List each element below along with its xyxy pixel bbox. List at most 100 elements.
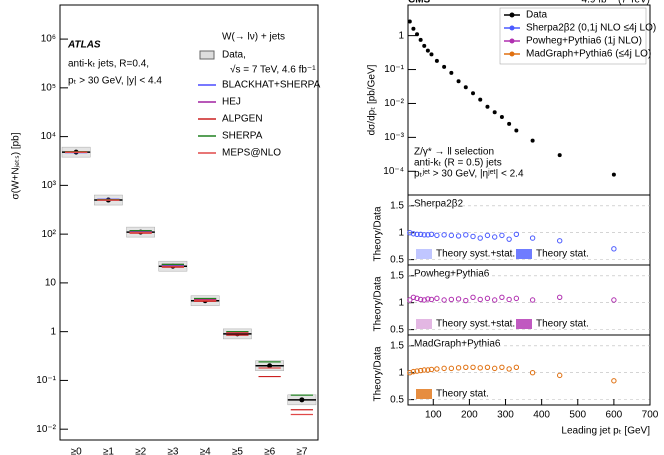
y-tick-label: 1	[398, 297, 404, 308]
y-tick-label: 1	[50, 326, 56, 337]
ratio-point	[441, 297, 447, 303]
legend-label: Powheg+Pythia6 (1j NLO)	[526, 36, 642, 47]
y-tick-label: 1	[398, 227, 404, 238]
legend-box	[499, 7, 647, 65]
data-point	[299, 397, 305, 403]
chart-title: ATLAS	[67, 40, 101, 51]
ratio-point	[513, 231, 520, 238]
ratio-point	[557, 372, 563, 379]
ratio-point	[414, 231, 420, 238]
ratio-point	[611, 297, 617, 303]
ratio-point	[529, 369, 536, 376]
ratio-point	[417, 231, 424, 238]
x-tick-label: ≥5	[232, 447, 243, 455]
legend-label: SHERPA	[222, 131, 263, 142]
ratio-y-label: Theory/Data	[373, 276, 384, 331]
ratio-point	[448, 232, 455, 239]
ratio-point	[499, 294, 505, 301]
data-point	[478, 97, 483, 102]
ratio-point	[407, 297, 413, 303]
ratio-point	[491, 365, 498, 372]
ratio-point	[477, 296, 483, 303]
ratio-point	[421, 232, 427, 238]
plot-frame	[59, 4, 319, 441]
legend-label: √s = 7 TeV, 4.6 fb⁻¹	[230, 64, 316, 76]
y-tick-label: 10⁻¹	[36, 375, 56, 386]
y-tick-label: 10⁶	[41, 34, 56, 45]
ratio-point	[529, 235, 536, 241]
x-tick-label: ≥4	[200, 447, 211, 455]
data-point	[463, 85, 468, 90]
chart-title: CMS	[408, 0, 431, 6]
legend-title: W(→ lν) + jets	[222, 32, 285, 43]
annotation: pₜʲᵉᵗ > 30 GeV, |ηʲᵉᵗ| < 2.4	[414, 169, 524, 180]
ratio-point	[463, 232, 469, 238]
ratio-point	[506, 296, 512, 303]
ratio-point	[441, 232, 447, 238]
ratio-point	[506, 366, 512, 372]
x-tick-label: ≥3	[167, 447, 178, 455]
x-tick-label: ≥6	[264, 447, 275, 455]
legend-swatch	[509, 25, 515, 31]
y-tick-label: 1.5	[390, 270, 404, 281]
ratio-label: Sherpa2β2	[414, 199, 464, 210]
data-point	[415, 32, 420, 37]
data-point	[492, 110, 497, 115]
y-tick-label: 1	[398, 30, 404, 41]
ratio-y-label: Theory/Data	[373, 206, 384, 261]
y-tick-label: 10⁴	[41, 131, 56, 142]
data-point	[485, 104, 490, 109]
ratio-point	[410, 231, 417, 237]
ratio-point	[421, 367, 427, 373]
legend-label: ALPGEN	[222, 114, 263, 125]
x-tick-label: ≥1	[103, 447, 114, 455]
y-tick-label: 10⁻¹	[384, 64, 404, 75]
ratio-point	[455, 233, 462, 239]
legend-label: MadGraph+Pythia6 (≤4j LO)	[526, 49, 651, 60]
data-point	[530, 138, 535, 143]
ratio-point	[414, 368, 420, 374]
x-tick-label: ≥0	[71, 447, 82, 455]
legend-label: Sherpa2β2 (0,1j NLO ≤4j LO)	[526, 23, 656, 34]
y-tick-label: 10⁵	[41, 82, 56, 93]
y-tick-label: 0.5	[390, 324, 404, 335]
ratio-point	[425, 296, 431, 302]
legend-swatch	[509, 51, 515, 57]
ratio-point	[491, 234, 498, 240]
band-swatch	[416, 389, 432, 399]
ratio-y-label: Theory/Data	[373, 346, 384, 401]
data-point	[499, 114, 504, 119]
ratio-point	[477, 365, 483, 371]
ratio-point	[425, 232, 431, 238]
ratio-point	[484, 295, 491, 302]
data-point	[557, 153, 562, 158]
data-point	[422, 43, 427, 48]
ratio-point	[463, 364, 469, 371]
ratio-point	[425, 367, 431, 373]
x-tick-label: ≥7	[296, 447, 307, 455]
ratio-point	[491, 297, 498, 303]
annotation: Z/γ* → ll selection	[414, 147, 494, 158]
band-label: Theory stat.	[436, 389, 489, 400]
ratio-point	[484, 364, 491, 371]
ratio-point	[434, 366, 440, 372]
y-tick-label: 10⁻³	[384, 132, 404, 143]
ratio-point	[611, 378, 617, 384]
legend-label: MEPS@NLO	[222, 148, 281, 159]
ratio-point	[448, 296, 455, 303]
y-axis-label: σ(W+Nⱼₑₜₛ) [pb]	[11, 132, 22, 199]
legend-swatch	[509, 38, 515, 44]
y-tick-label: 10⁻²	[384, 98, 404, 109]
ratio-point	[557, 238, 563, 244]
lumi-label: 4.9 fb⁻¹ (7 TeV)	[582, 0, 650, 6]
x-tick-label: 200	[461, 410, 478, 421]
data-point	[425, 48, 430, 53]
data-point	[418, 37, 423, 42]
x-tick-label: 700	[642, 410, 659, 421]
annotation: pₜ > 30 GeV, |y| < 4.4	[68, 76, 162, 87]
ratio-point	[421, 297, 427, 303]
data-point	[449, 70, 454, 75]
ratio-label: Powheg+Pythia6	[414, 269, 490, 280]
data-point	[407, 19, 412, 24]
x-tick-label: 100	[425, 410, 442, 421]
